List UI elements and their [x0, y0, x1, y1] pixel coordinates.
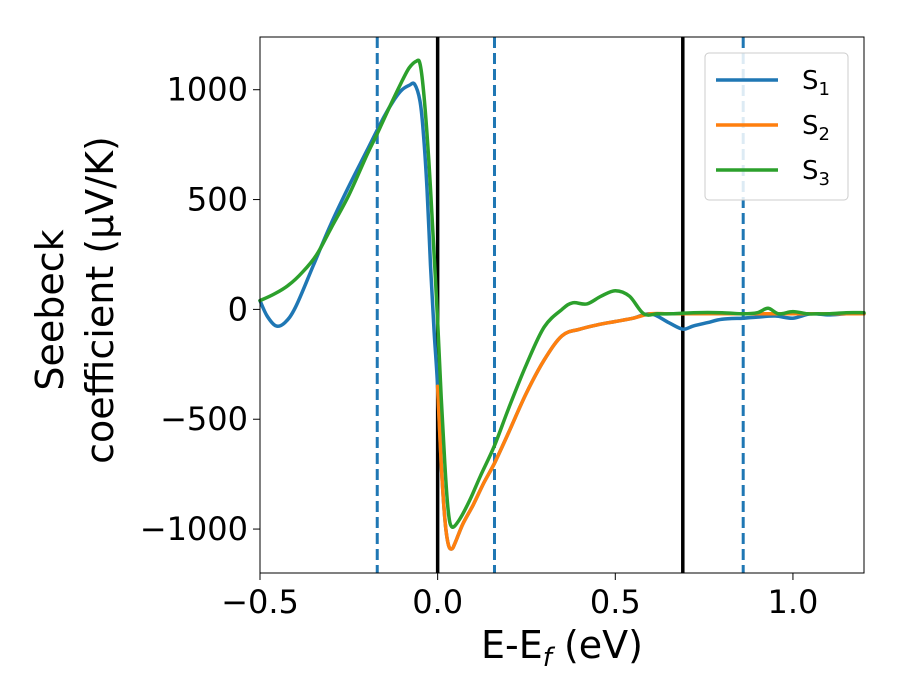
- y-tick-label: 1000: [167, 71, 248, 109]
- x-axis-label: E-Ef (eV): [481, 623, 643, 673]
- x-tick-label: 1.0: [767, 583, 818, 621]
- y-tick-label: 0: [228, 290, 248, 328]
- plot-frame: [259, 36, 865, 574]
- series-line-s3: [258, 58, 866, 529]
- y-tick-label: 500: [187, 181, 248, 219]
- legend-label-1: S2: [802, 111, 830, 145]
- y-tick-label: −1000: [140, 510, 248, 548]
- y-tick-label: −500: [160, 400, 248, 438]
- y-axis-label-line2: coefficient (μV/K): [78, 136, 122, 464]
- legend-label-2: S3: [802, 156, 830, 190]
- y-axis-ticks: 1000 500 0 −500 −1000: [140, 71, 260, 548]
- legend: S1 S2 S3: [704, 52, 849, 201]
- y-axis-label-line1: Seebeck: [28, 229, 72, 390]
- x-tick-label: 0.0: [412, 583, 463, 621]
- x-axis-ticks: −0.5 0.0 0.5 1.0: [221, 573, 818, 621]
- legend-label-0: S1: [802, 66, 830, 100]
- x-tick-label: 0.5: [590, 583, 641, 621]
- x-tick-label: −0.5: [221, 583, 299, 621]
- y-axis-label: Seebeck coefficient (μV/K): [28, 136, 122, 464]
- series-lines: [258, 58, 866, 551]
